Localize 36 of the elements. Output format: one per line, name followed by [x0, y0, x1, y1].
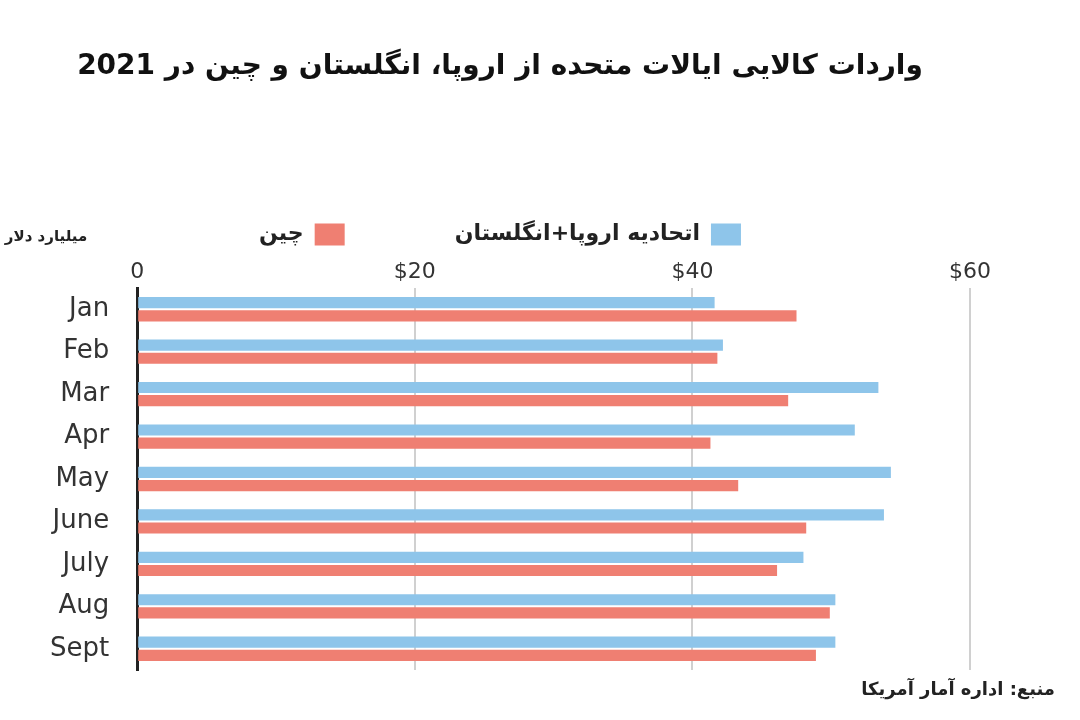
x-axis-title: میلیارد دلار — [3, 227, 88, 246]
y-tick-label: Mar — [60, 376, 110, 407]
bar — [138, 310, 797, 322]
legend-label: چین — [259, 220, 304, 247]
bar — [138, 551, 804, 563]
bar — [138, 352, 718, 364]
bar — [138, 594, 836, 606]
bar — [138, 636, 836, 648]
y-tick-label: June — [50, 504, 110, 535]
y-tick-label: Aug — [58, 589, 110, 620]
x-tick-label: $40 — [671, 257, 714, 283]
y-tick-label: Feb — [63, 334, 110, 365]
x-tick-label: $60 — [949, 257, 991, 283]
legend-label: اتحادیه اروپا+انگلستان — [454, 219, 700, 247]
bar — [138, 297, 715, 309]
bar — [138, 564, 778, 577]
bar — [138, 339, 723, 351]
chart-title: واردات کالایی ایالات متحده از اروپا، انگلستان و چین در 2021 — [77, 48, 923, 82]
bar — [138, 649, 816, 661]
bar — [138, 607, 830, 619]
bar — [138, 479, 739, 492]
y-tick-label: July — [60, 546, 110, 577]
bar — [138, 522, 807, 534]
bar — [138, 466, 891, 479]
bar — [138, 509, 884, 521]
bar — [138, 395, 789, 407]
x-tick-label: 0 — [130, 257, 145, 283]
text: منبع: اداره آمار آمریکا — [861, 676, 1055, 700]
y-tick-label: Jan — [67, 291, 110, 322]
y-tick-label: Sept — [50, 631, 110, 662]
y-tick-label: May — [55, 461, 110, 492]
x-tick-label: $20 — [393, 257, 436, 283]
bar — [138, 381, 879, 394]
bar — [138, 424, 855, 436]
bar — [138, 437, 711, 449]
y-tick-label: Apr — [64, 419, 110, 450]
